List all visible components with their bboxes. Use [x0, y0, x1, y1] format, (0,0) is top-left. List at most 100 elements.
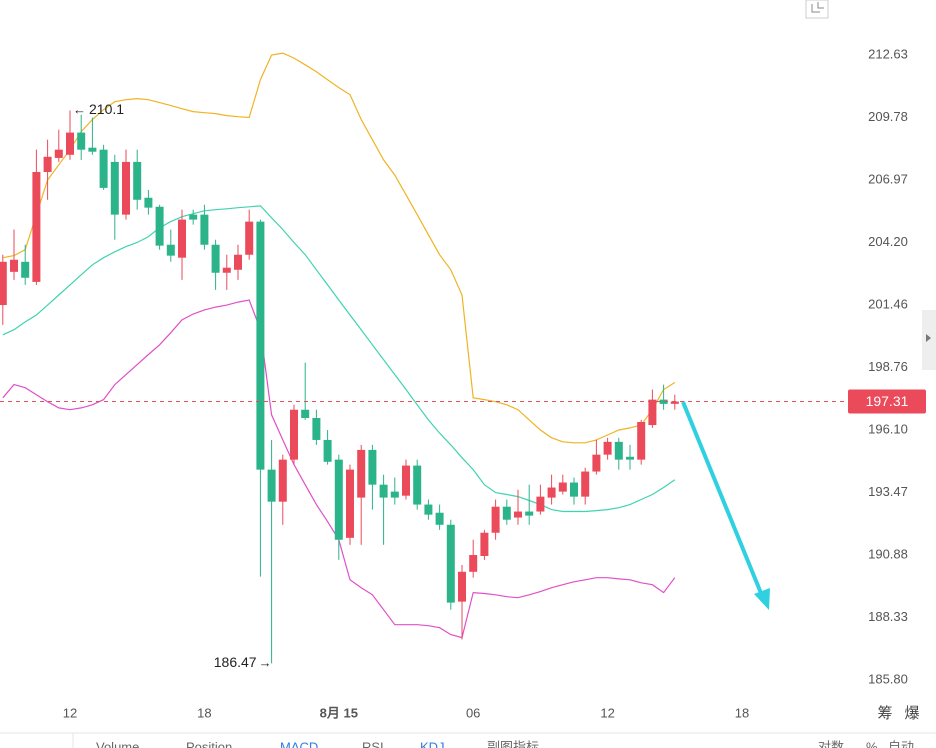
high-arrow: ← — [73, 102, 86, 117]
candle-body — [469, 555, 478, 572]
candle-body — [256, 221, 265, 470]
last-price-label: 197.31 — [866, 393, 909, 409]
candle-body — [155, 206, 164, 246]
band-line — [2, 52, 676, 444]
candle-body — [245, 221, 254, 255]
indicator-tab[interactable]: 自动 — [888, 739, 914, 748]
candle-body — [581, 471, 590, 497]
candle-body — [323, 439, 332, 462]
candle-body — [603, 441, 612, 455]
candle-body — [290, 409, 298, 460]
candle-body — [502, 506, 511, 520]
candle-body — [614, 441, 623, 460]
low-label: 186.47 — [214, 654, 257, 670]
candle-body — [334, 459, 343, 540]
candle-body — [77, 132, 86, 150]
y-tick-label: 188.33 — [868, 609, 908, 624]
candle-body — [110, 161, 119, 215]
candle-body — [234, 254, 242, 270]
candle-body — [514, 511, 522, 518]
candle-body — [43, 156, 52, 172]
indicator-tab[interactable]: 副图指标 — [487, 739, 539, 748]
candle-body — [189, 214, 198, 220]
forecast-arrow-shaft — [681, 401, 765, 599]
candle-body — [144, 197, 153, 208]
candle-body — [301, 409, 310, 418]
candle-body — [200, 214, 209, 245]
candle-body — [570, 482, 578, 497]
y-tick-label: 193.47 — [868, 484, 908, 499]
indicator-tab[interactable]: MACD — [280, 739, 318, 748]
candle-body — [21, 261, 30, 278]
candle-body — [402, 465, 410, 496]
candle-body — [525, 511, 534, 516]
band-line — [2, 205, 676, 513]
high-label: 210.1 — [89, 101, 124, 117]
candle-body — [10, 259, 18, 272]
y-tick-label: 185.80 — [868, 671, 908, 686]
candle-body — [637, 421, 646, 460]
candle-body — [0, 261, 7, 306]
candle-body — [88, 147, 97, 152]
candle-body — [413, 465, 422, 505]
y-tick-label: 196.10 — [868, 421, 908, 436]
candle-body — [424, 504, 433, 515]
candle-body — [357, 449, 366, 498]
candle-body — [547, 487, 556, 498]
indicator-tab[interactable]: 对数 — [818, 739, 844, 748]
last-price-tag — [848, 389, 926, 414]
candle-body — [558, 482, 567, 492]
side-button[interactable]: 爆 — [904, 705, 919, 722]
candle-body — [312, 417, 321, 440]
x-tick-label: 12 — [63, 705, 77, 720]
candle-body — [659, 399, 668, 404]
y-tick-label: 206.97 — [868, 171, 908, 186]
x-tick-label: 06 — [466, 705, 480, 720]
candle-body — [670, 401, 679, 404]
side-handle[interactable] — [922, 310, 936, 370]
candle-body — [648, 399, 657, 426]
x-tick-label: 12 — [600, 705, 614, 720]
x-tick-label: 18 — [735, 705, 749, 720]
candle-body — [278, 459, 287, 502]
candle-body — [592, 454, 601, 472]
indicator-tab[interactable]: Position — [186, 739, 232, 748]
candle-body — [66, 132, 74, 155]
candle-body — [54, 149, 63, 158]
side-button[interactable]: 筹 — [877, 705, 892, 722]
candle-body — [222, 267, 231, 273]
handle-arrow — [926, 334, 931, 342]
y-tick-label: 201.46 — [868, 296, 908, 311]
candle-body — [458, 571, 466, 602]
candle-body — [166, 244, 175, 256]
low-arrow: → — [259, 655, 272, 670]
corner-icon[interactable] — [805, 0, 829, 19]
indicator-tab[interactable]: RSI — [362, 739, 384, 748]
y-tick-label: 212.63 — [868, 46, 908, 61]
x-tick-label: 18 — [197, 705, 211, 720]
candle-body — [346, 469, 354, 538]
candle-body — [435, 512, 444, 525]
candle-body — [211, 244, 220, 273]
y-tick-label: 204.20 — [868, 234, 908, 249]
candle-body — [491, 506, 500, 533]
y-tick-label: 198.76 — [868, 359, 908, 374]
indicator-tab[interactable]: Volume — [96, 739, 139, 748]
y-tick-label: 209.78 — [868, 109, 908, 124]
handle-bg — [922, 310, 936, 370]
indicator-tab[interactable]: KDJ — [420, 739, 445, 748]
x-tick-label: 8月 15 — [320, 705, 358, 720]
candle-body — [178, 219, 186, 258]
candle-body — [379, 484, 388, 498]
candle-body — [626, 456, 634, 460]
candle-body — [32, 171, 41, 282]
candle-body — [446, 524, 455, 603]
y-tick-label: 190.88 — [868, 546, 908, 561]
candle-body — [368, 449, 377, 485]
indicator-tab[interactable]: % — [866, 739, 878, 748]
candle-body — [133, 161, 142, 200]
candle-body — [267, 469, 276, 502]
icon-glyph — [811, 2, 824, 13]
